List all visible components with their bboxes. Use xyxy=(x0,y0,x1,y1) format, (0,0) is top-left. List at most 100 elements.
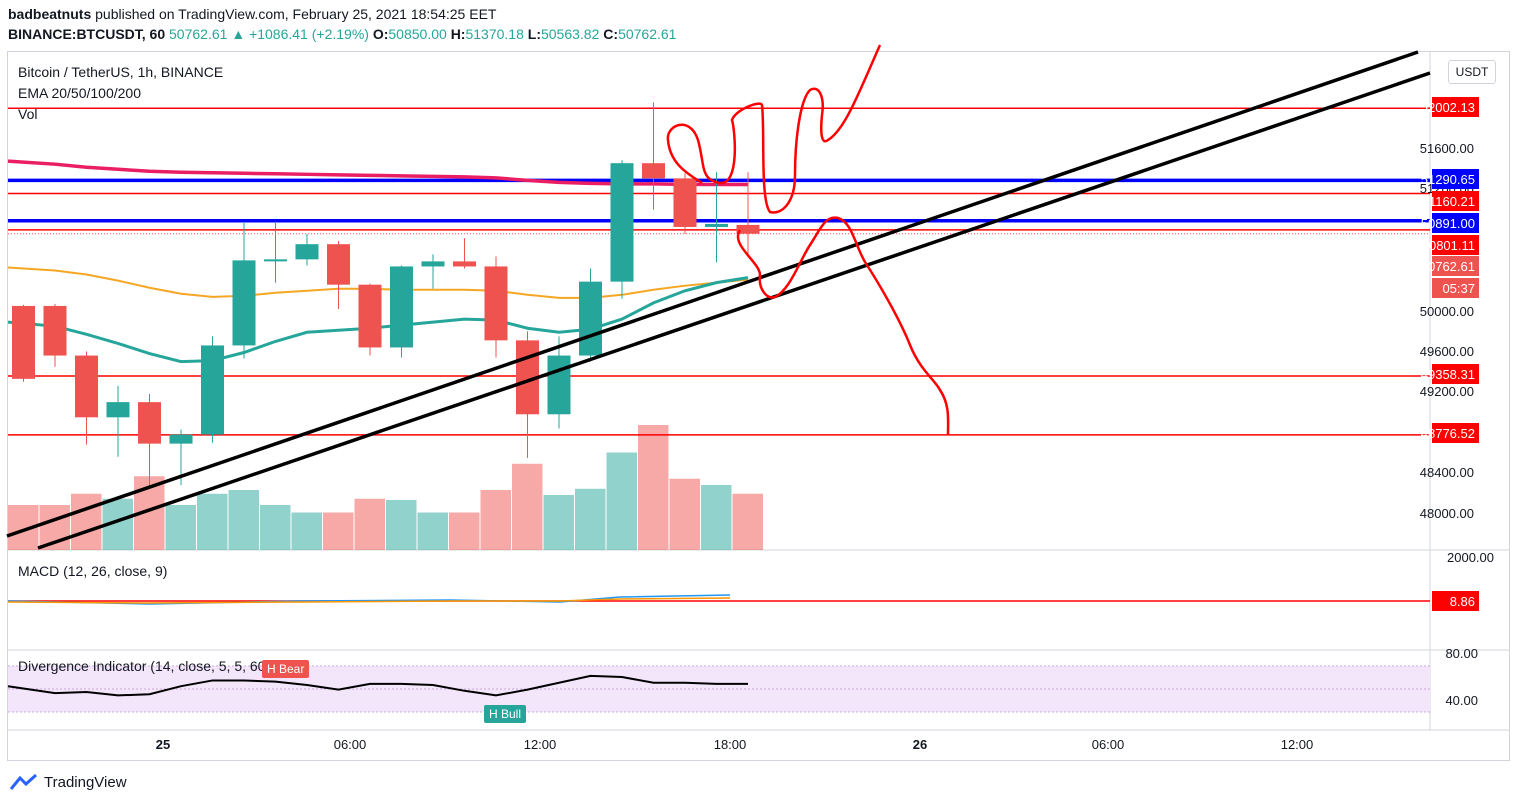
ema-legend[interactable]: EMA 20/50/100/200 xyxy=(18,85,141,101)
high-label: H: xyxy=(450,26,466,42)
low-label: L: xyxy=(527,26,541,42)
price-label: 51160.21 xyxy=(1422,194,1475,209)
time-tick-label: 26 xyxy=(913,737,927,752)
volume-bar xyxy=(480,490,511,550)
h-bear-label: H Bear xyxy=(262,660,310,678)
volume-bar xyxy=(197,493,228,550)
ema-20-line xyxy=(7,276,749,364)
divergence-tick-label: 40.00 xyxy=(1445,693,1478,708)
volume-bar xyxy=(732,493,763,550)
price-tick-label: 51600.00 xyxy=(1420,141,1474,156)
candle-body xyxy=(705,223,728,227)
candle-body xyxy=(106,402,130,418)
last-price: 50762.61 xyxy=(169,26,228,42)
volume-bar xyxy=(701,485,732,550)
price-label: 52002.13 xyxy=(1421,100,1475,115)
candle-body xyxy=(201,345,224,435)
time-axis[interactable]: 25 06:00 12:00 18:00 26 06:00 12:00 xyxy=(156,737,1314,752)
close-value: 50762.61 xyxy=(618,26,677,42)
candle-body xyxy=(484,266,508,341)
price-label: 49358.31 xyxy=(1421,367,1475,382)
time-tick-label: 25 xyxy=(156,737,170,752)
price-tick-label: 50000.00 xyxy=(1420,304,1474,319)
chart-title[interactable]: Bitcoin / TetherUS, 1h, BINANCE xyxy=(18,64,224,80)
candle-body xyxy=(579,281,602,356)
trendlines[interactable] xyxy=(6,50,1431,550)
volume-bars xyxy=(8,425,763,550)
freehand-drawing[interactable] xyxy=(666,44,950,436)
volume-bar xyxy=(669,478,700,550)
up-triangle-icon: ▲ xyxy=(231,26,246,42)
price-label-bg xyxy=(1432,169,1479,189)
volume-bar xyxy=(323,512,354,550)
candle-body xyxy=(232,260,256,346)
published-text: published on TradingView.com, February 2… xyxy=(95,6,497,22)
candle-body xyxy=(295,244,319,260)
volume-bar xyxy=(260,505,291,550)
price-label-bg xyxy=(1432,278,1479,298)
horizontal-levels xyxy=(8,107,1430,436)
price-axis[interactable]: 51600.0051200.0050000.0049600.0049200.00… xyxy=(1420,97,1494,708)
time-tick-label: 18:00 xyxy=(714,737,747,752)
macd-pane xyxy=(7,594,1430,605)
volume-bar xyxy=(543,495,574,550)
price-label: 48776.52 xyxy=(1421,426,1475,441)
volume-bar xyxy=(165,505,196,550)
candle-body xyxy=(169,434,193,444)
candle-body xyxy=(642,163,665,179)
candle-body xyxy=(327,244,350,285)
ema-50-line xyxy=(7,266,749,299)
price-label: 50891.00 xyxy=(1421,216,1475,231)
price-label: 8.86 xyxy=(1450,594,1475,609)
bullish-scenario-scribble xyxy=(666,44,882,214)
volume-bar xyxy=(228,490,259,550)
candle-body xyxy=(421,261,445,267)
time-tick-label: 12:00 xyxy=(1281,737,1314,752)
time-tick-label: 06:00 xyxy=(334,737,367,752)
price-tick-label: 48000.00 xyxy=(1420,506,1474,521)
price-label: 50801.11 xyxy=(1422,238,1475,253)
candles xyxy=(12,102,760,489)
candle-body xyxy=(358,284,382,348)
divergence-line xyxy=(7,674,748,697)
volume-bar xyxy=(512,463,543,550)
tradingview-brand[interactable]: TradingView xyxy=(10,773,127,791)
vol-legend[interactable]: Vol xyxy=(18,106,38,122)
time-tick-label: 12:00 xyxy=(524,737,557,752)
candle-body xyxy=(12,305,35,379)
price-label: 51290.65 xyxy=(1421,172,1475,187)
volume-bar xyxy=(638,425,669,550)
divergence-oscillator xyxy=(7,674,748,697)
brand-name: TradingView xyxy=(44,773,127,791)
macd-legend[interactable]: MACD (12, 26, close, 9) xyxy=(18,563,168,579)
candle-body xyxy=(390,266,413,348)
h-bull-label: H Bull xyxy=(484,705,527,723)
volume-bar xyxy=(449,512,480,550)
candle-body xyxy=(43,305,67,356)
publish-info: badbeatnuts published on TradingView.com… xyxy=(8,6,496,22)
price-label-bg xyxy=(1432,97,1479,117)
candle-body xyxy=(736,224,760,234)
symbol-label: BINANCE:BTCUSDT, 60 xyxy=(8,26,166,42)
author-name[interactable]: badbeatnuts xyxy=(8,6,92,22)
price-tick-label: 49200.00 xyxy=(1420,384,1474,399)
price-label-bg xyxy=(1432,423,1479,443)
high-value: 51370.18 xyxy=(465,26,524,42)
volume-bar xyxy=(386,500,417,550)
divergence-tick-label: 80.00 xyxy=(1445,646,1478,661)
trendline-lower xyxy=(37,71,1431,550)
volume-bar xyxy=(291,512,322,550)
candle-body xyxy=(547,355,571,415)
divergence-legend[interactable]: Divergence Indicator (14, close, 5, 5, 6… xyxy=(18,658,286,674)
candle-body xyxy=(264,259,287,262)
tradingview-logo-icon xyxy=(10,773,38,790)
price-tick-label: 49600.00 xyxy=(1420,344,1474,359)
candle-body xyxy=(453,261,476,267)
candle-body xyxy=(673,178,697,227)
open-value: 50850.00 xyxy=(388,26,447,42)
price-label-bg xyxy=(1432,191,1479,211)
divergence-band xyxy=(8,665,1430,713)
currency-button[interactable]: USDT xyxy=(1448,60,1496,84)
price-label-bg xyxy=(1432,213,1479,233)
